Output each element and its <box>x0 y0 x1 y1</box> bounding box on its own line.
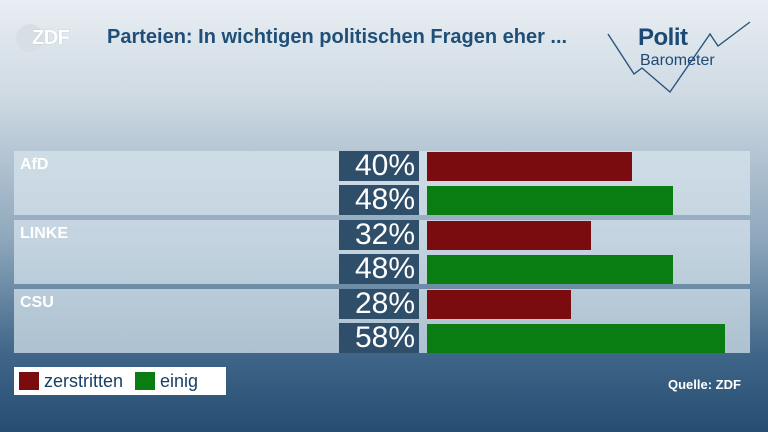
legend-swatch-zerstritten <box>19 372 39 390</box>
zdf-logo-circle <box>16 24 44 52</box>
legend-label-zerstritten: zerstritten <box>44 370 124 391</box>
politbarometer-word-polit: Polit <box>638 24 688 51</box>
data-label-zerstritten: 32% <box>339 220 419 250</box>
data-label-einig: 48% <box>339 185 419 215</box>
chart-title: Parteien: In wichtigen politischen Frage… <box>107 26 568 48</box>
zdf-logo-text: ZDF <box>32 26 70 49</box>
politbarometer-zigzag-icon <box>607 21 751 94</box>
politbarometer-logo: Polit Barometer <box>600 14 760 94</box>
legend: zerstritten einig <box>14 367 226 395</box>
data-label-zerstritten: 40% <box>339 151 419 181</box>
data-label-einig: 58% <box>339 323 419 353</box>
bar-einig <box>427 324 725 353</box>
data-label-zerstritten: 28% <box>339 289 419 319</box>
zdf-logo: ZDF <box>16 24 70 52</box>
data-label-einig: 48% <box>339 254 419 284</box>
bar-zerstritten <box>427 152 632 181</box>
source-note: Quelle: ZDF <box>668 377 741 392</box>
category-label: AfD <box>20 156 49 173</box>
politbarometer-word-barometer: Barometer <box>640 52 715 69</box>
bar-zerstritten <box>427 221 591 250</box>
bar-zerstritten <box>427 290 571 319</box>
legend-swatch-einig <box>135 372 156 390</box>
bar-einig <box>427 255 673 284</box>
legend-label-einig: einig <box>160 370 199 391</box>
category-label: LINKE <box>20 225 68 242</box>
bar-einig <box>427 186 673 215</box>
category-label: CSU <box>20 294 54 311</box>
